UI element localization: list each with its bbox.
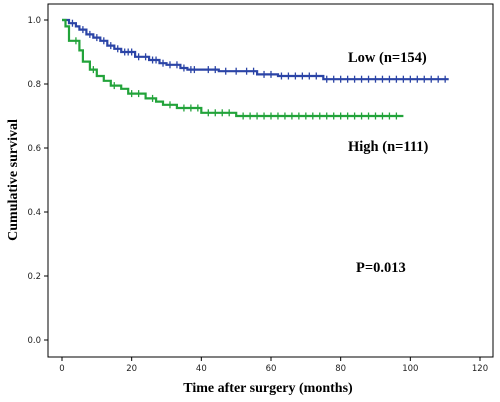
y-axis-title: Cumulative survival	[6, 119, 21, 241]
y-tick-label: 0.4	[27, 208, 41, 218]
x-tick-label: 120	[472, 364, 488, 374]
x-tick-label: 0	[59, 364, 64, 374]
x-axis-title: Time after surgery (months)	[183, 381, 353, 396]
y-tick-label: 0.6	[27, 144, 41, 154]
survival-curve-high	[62, 18, 404, 118]
y-axis-ticks: 0.0 0.2 0.4 0.6 0.8 1.0	[27, 16, 48, 346]
y-tick-label: 0.2	[27, 272, 41, 282]
x-axis-ticks: 0 20 40 60 80 100 120	[59, 357, 488, 374]
x-tick-label: 40	[196, 364, 207, 374]
series-layer	[62, 18, 449, 120]
p-value-annotation: P=0.013	[356, 260, 406, 276]
series-label-low: Low (n=154)	[348, 50, 427, 66]
x-tick-label: 80	[335, 364, 346, 374]
x-tick-label: 60	[266, 364, 277, 374]
y-tick-label: 1.0	[27, 16, 41, 26]
series-label-high: High (n=111)	[348, 139, 429, 155]
y-tick-label: 0.8	[27, 80, 41, 90]
x-tick-label: 20	[126, 364, 137, 374]
y-tick-label: 0.0	[27, 336, 41, 346]
x-tick-label: 100	[402, 364, 418, 374]
